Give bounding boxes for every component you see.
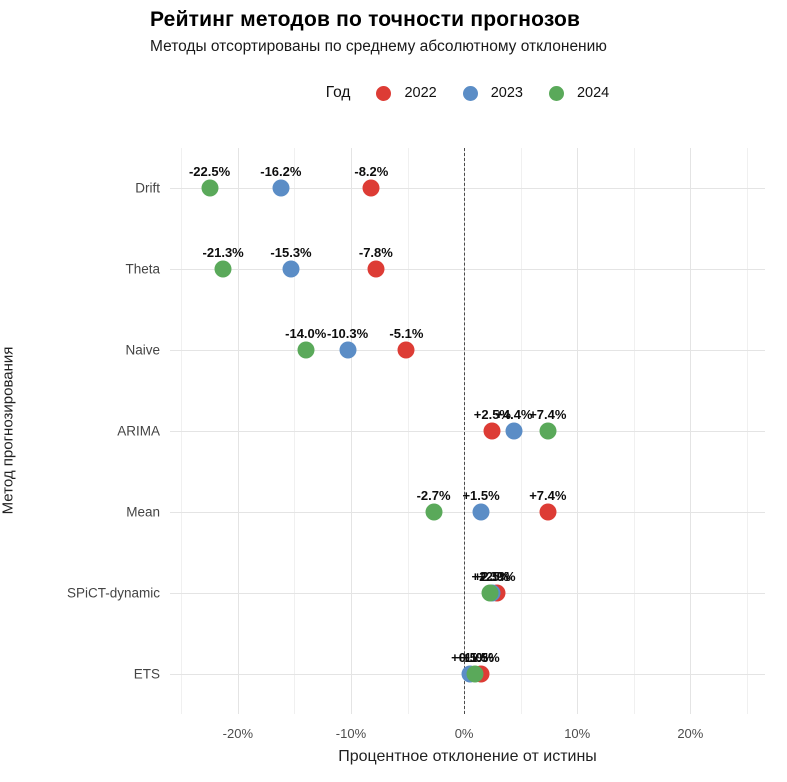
- x-tick-label: -20%: [222, 726, 254, 741]
- data-point-2023-Mean: [472, 503, 490, 521]
- legend-dot-icon: [548, 85, 564, 101]
- value-label-2023-Theta: -15.3%: [270, 245, 312, 261]
- gridline-major-horizontal: [170, 350, 765, 352]
- x-tick-label: 20%: [677, 726, 704, 741]
- chart-title: Рейтинг методов по точности прогнозов: [150, 8, 581, 31]
- data-point-2023-Theta: [282, 260, 300, 278]
- value-label-2024-ETS: +1.0%: [456, 649, 495, 665]
- data-point-2022-Naive: [397, 341, 415, 359]
- x-tick-label: 0%: [454, 726, 474, 741]
- legend-dot-icon: [462, 85, 478, 101]
- value-label-2022-ETS: +1.5%: [462, 649, 500, 665]
- value-label-2023-ARIMA: +4.4%: [495, 407, 533, 422]
- data-point-2022-Drift: [362, 179, 380, 197]
- gridline-major-horizontal: [170, 188, 765, 190]
- value-label-2022-Naive: -5.1%: [389, 326, 424, 342]
- value-label-2024-SPiCT-dynamic: +2.3%: [471, 568, 509, 584]
- value-label-2022-SPiCT-dynamic: +2.9%: [478, 568, 516, 584]
- legend-dot-icon: [376, 85, 392, 101]
- value-label-2024-Theta: -21.3%: [202, 245, 244, 261]
- value-label-2024-ARIMA: +7.4%: [529, 407, 567, 422]
- x-tick-label: 10%: [564, 726, 591, 741]
- data-point-2024-ARIMA: [539, 422, 557, 440]
- data-point-2024-Theta: [214, 260, 232, 278]
- legend-item-label: 2024: [576, 85, 610, 101]
- legend-item-label: 2022: [404, 85, 437, 101]
- data-point-2022-Theta: [367, 260, 385, 278]
- legend-item-label: 2023: [490, 85, 523, 101]
- legend-item-2024: 2024: [548, 85, 610, 101]
- value-label-2024-Drift: -22.5%: [188, 164, 231, 180]
- category-label-ARIMA: ARIMA: [117, 423, 160, 439]
- data-point-2022-Mean: [539, 503, 557, 521]
- value-label-2022-Mean: +7.4%: [529, 487, 567, 503]
- data-point-2022-ARIMA: [483, 422, 501, 440]
- gridline-major-horizontal: [170, 592, 765, 594]
- x-tick-label: -10%: [335, 726, 367, 741]
- category-label-Naive: Naive: [125, 342, 160, 358]
- legend: Год 2022 2023 2024: [170, 84, 765, 102]
- category-label-SPiCT-dynamic: SPiCT-dynamic: [66, 585, 160, 601]
- chart-subtitle: Методы отсортированы по среднему абсолют…: [150, 38, 607, 55]
- category-label-ETS: ETS: [133, 666, 160, 682]
- zero-reference-line: [464, 148, 466, 714]
- data-point-2024-Naive: [297, 341, 315, 359]
- value-label-2023-SPiCT-dynamic: +2.5%: [473, 568, 511, 584]
- legend-item-2023: 2023: [462, 85, 523, 101]
- data-point-2024-Drift: [201, 179, 219, 197]
- data-point-2023-Naive: [339, 341, 357, 359]
- category-label-Mean: Mean: [126, 504, 160, 520]
- value-label-2022-Drift: -8.2%: [354, 164, 389, 180]
- data-point-2023-Drift: [272, 179, 290, 197]
- value-label-2023-ETS: +0.5%: [451, 649, 489, 665]
- legend-item-2022: 2022: [376, 85, 437, 101]
- data-point-2024-SPiCT-dynamic: [481, 584, 499, 602]
- value-label-2022-ARIMA: +2.5%: [473, 407, 511, 422]
- value-label-2024-Naive: -14.0%: [285, 326, 327, 342]
- data-point-2024-ETS: [466, 665, 484, 683]
- gridline-major-horizontal: [170, 269, 765, 271]
- category-label-Theta: Theta: [125, 261, 160, 277]
- data-point-2024-Mean: [425, 503, 443, 521]
- legend-title: Год: [325, 84, 351, 101]
- x-axis-title: Процентное отклонение от истины: [338, 748, 597, 765]
- data-point-2023-ARIMA: [505, 422, 523, 440]
- category-label-Drift: Drift: [135, 180, 160, 196]
- value-label-2022-Theta: -7.8%: [358, 245, 393, 261]
- gridline-major-horizontal: [170, 511, 765, 513]
- value-label-2023-Mean: +1.5%: [462, 487, 500, 503]
- gridline-major-horizontal: [170, 431, 765, 432]
- value-label-2023-Drift: -16.2%: [260, 164, 302, 180]
- value-label-2024-Mean: -2.7%: [416, 487, 451, 503]
- value-label-2023-Naive: -10.3%: [326, 326, 369, 342]
